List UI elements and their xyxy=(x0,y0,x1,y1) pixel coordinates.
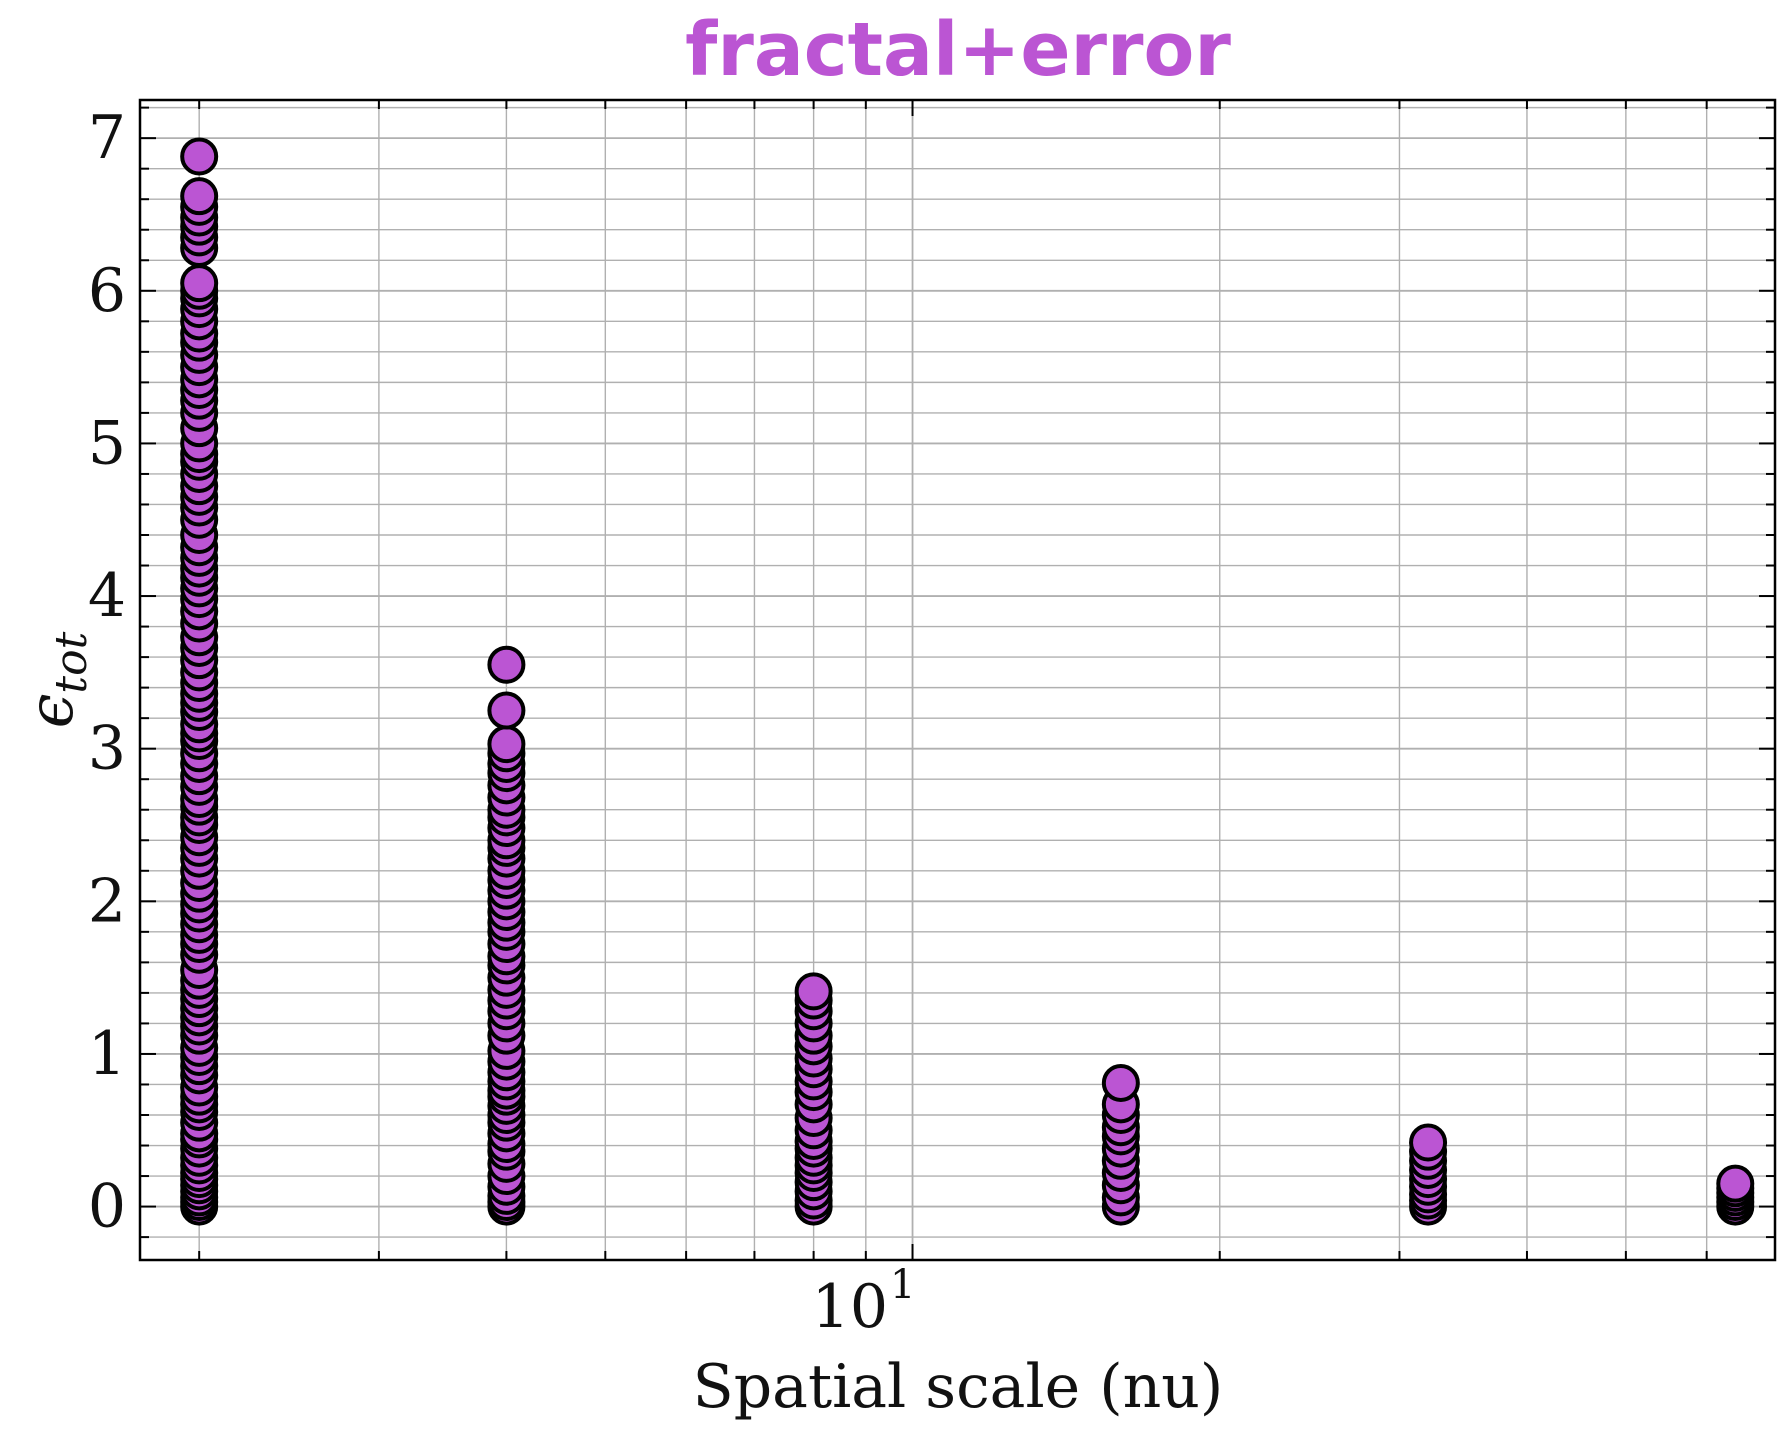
y-tick-label: 2 xyxy=(88,866,126,936)
y-axis-label-text: ϵtot xyxy=(14,631,97,728)
chart-title: fractal+error xyxy=(685,7,1231,93)
data-point xyxy=(794,972,833,1011)
y-tick-label: 3 xyxy=(88,714,126,784)
x-tick-label-exponent: 1 xyxy=(890,1262,915,1308)
x-tick-label-10: 10 1 xyxy=(812,1262,916,1342)
y-tick-label: 6 xyxy=(88,256,126,326)
plot-background xyxy=(140,100,1775,1260)
x-tick-label-base: 10 xyxy=(812,1272,888,1342)
major-ticks xyxy=(140,100,1775,1260)
plot-area xyxy=(138,98,1777,1262)
data-point xyxy=(1101,1063,1140,1102)
y-axis-label-symbol: ϵ xyxy=(14,694,87,729)
plot-frame xyxy=(138,98,1777,1262)
y-tick-label: 4 xyxy=(88,561,126,631)
grid-lines xyxy=(140,100,1776,1260)
y-tick-label: 0 xyxy=(88,1172,126,1242)
data-point xyxy=(180,177,219,216)
y-tick-label: 1 xyxy=(88,1019,126,1089)
minor-ticks xyxy=(140,100,1776,1260)
y-tick-label: 5 xyxy=(88,408,126,478)
y-tick-label: 7 xyxy=(88,103,126,173)
x-axis-label: Spatial scale (nu) xyxy=(693,1352,1224,1422)
data-point xyxy=(487,725,526,764)
y-axis-label: ϵtot xyxy=(14,631,97,728)
data-point xyxy=(487,645,526,684)
data-point xyxy=(487,691,526,730)
data-points xyxy=(180,137,1755,1226)
y-tick-labels: 0 1 2 3 4 5 6 7 xyxy=(88,103,126,1241)
y-axis-label-subscript: tot xyxy=(46,631,97,693)
data-point xyxy=(180,264,219,303)
data-point xyxy=(1409,1123,1448,1162)
data-point xyxy=(1716,1164,1755,1203)
data-point xyxy=(180,137,219,176)
